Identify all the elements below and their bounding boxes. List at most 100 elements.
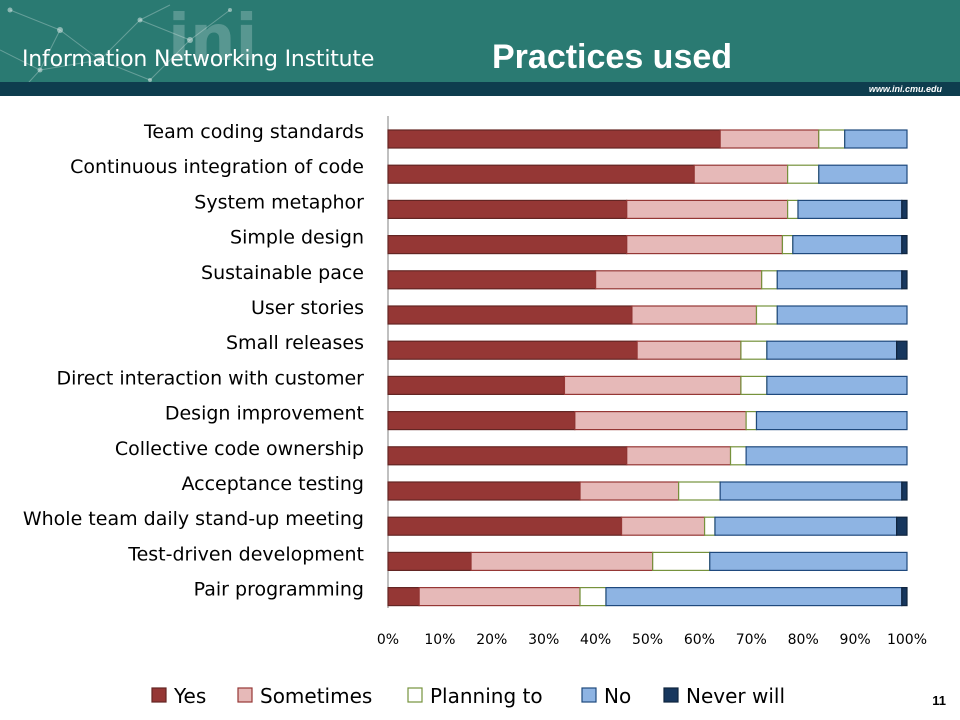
- page-number: 11: [932, 693, 946, 708]
- category-label-continuous-integration-of-code: Continuous integration of code: [70, 156, 364, 178]
- site-url: www.ini.cmu.edu: [868, 84, 942, 94]
- practices-chart: Team coding standards Continuous integrat…: [23, 116, 927, 708]
- bar-no-sustainable-pace: [776, 270, 903, 290]
- legend-label-sometimes: Sometimes: [260, 684, 372, 708]
- x-tick-label: 40%: [580, 632, 611, 648]
- bar-never-will-pair-programming: [901, 587, 908, 607]
- bar-no-team-coding-standards: [844, 129, 908, 149]
- bar-yes-continuous-integration-of-code: [387, 164, 695, 184]
- category-label-user-stories: User stories: [251, 297, 364, 319]
- bar-yes-small-releases: [387, 340, 638, 360]
- category-label-team-coding-standards: Team coding standards: [143, 121, 364, 143]
- category-label-pair-programming: Pair programming: [194, 579, 364, 601]
- category-label-simple-design: Simple design: [230, 227, 364, 249]
- bar-yes-user-stories: [387, 305, 633, 325]
- bar-yes-system-metaphor: [387, 199, 628, 220]
- bar-yes-collective-code-ownership: [387, 446, 628, 466]
- bars-group: [387, 129, 908, 607]
- category-label-collective-code-ownership: Collective code ownership: [115, 438, 364, 460]
- x-axis-ticks: 0% 10% 20% 30% 40% 50% 60% 70% 80% 90% 100%: [377, 632, 927, 648]
- bar-planning-to-direct-interaction-with-customer: [740, 375, 768, 395]
- bar-no-acceptance-testing: [719, 481, 903, 501]
- bar-no-collective-code-ownership: [745, 446, 908, 466]
- bar-yes-pair-programming: [387, 587, 420, 607]
- x-tick-label: 100%: [887, 632, 927, 648]
- bar-never-will-sustainable-pace: [901, 270, 908, 290]
- category-label-acceptance-testing: Acceptance testing: [182, 473, 365, 495]
- header-banner: ini Information Networking Institute Pra…: [0, 0, 960, 93]
- brand-watermark: ini: [168, 2, 258, 76]
- category-label-test-driven-development: Test-driven development: [127, 543, 364, 565]
- bar-yes-team-coding-standards: [387, 129, 721, 149]
- legend-swatch-never-will: [663, 687, 679, 703]
- legend-label-planning-to: Planning to: [430, 684, 543, 708]
- bar-planning-to-pair-programming: [579, 587, 607, 607]
- x-tick-label: 80%: [788, 632, 819, 648]
- bar-sometimes-whole-team-daily-stand-up-meeting: [620, 516, 706, 536]
- legend-label-no: No: [604, 684, 631, 708]
- bar-yes-test-driven-development: [387, 551, 472, 571]
- bar-sometimes-user-stories: [631, 305, 758, 325]
- bar-never-will-small-releases: [896, 340, 908, 360]
- bar-sometimes-design-improvement: [574, 411, 747, 431]
- bar-sometimes-pair-programming: [418, 587, 581, 607]
- bar-never-will-simple-design: [901, 235, 908, 255]
- header-band: [0, 82, 960, 96]
- legend-label-yes: Yes: [173, 684, 206, 708]
- bar-sometimes-acceptance-testing: [579, 481, 680, 501]
- legend-swatch-yes: [151, 687, 167, 703]
- bar-no-pair-programming: [605, 587, 903, 607]
- x-tick-label: 70%: [736, 632, 767, 648]
- bar-no-simple-design: [792, 235, 903, 255]
- network-graphic: [0, 4, 232, 93]
- bar-planning-to-collective-code-ownership: [729, 446, 747, 466]
- bar-yes-design-improvement: [387, 411, 576, 431]
- bar-planning-to-simple-design: [781, 235, 794, 255]
- x-tick-label: 60%: [684, 632, 715, 648]
- bar-sometimes-test-driven-development: [470, 551, 654, 571]
- bar-planning-to-test-driven-development: [652, 551, 711, 571]
- bar-no-test-driven-development: [709, 551, 908, 571]
- bar-sometimes-team-coding-standards: [719, 129, 820, 149]
- bar-sometimes-direct-interaction-with-customer: [563, 375, 742, 395]
- bar-sometimes-sustainable-pace: [594, 270, 763, 290]
- bar-planning-to-design-improvement: [745, 411, 758, 431]
- category-label-sustainable-pace: Sustainable pace: [201, 262, 364, 284]
- bar-planning-to-sustainable-pace: [761, 270, 778, 290]
- bar-planning-to-system-metaphor: [787, 199, 799, 220]
- slide-title: Practices used: [492, 38, 733, 76]
- x-tick-label: 30%: [528, 632, 559, 648]
- bar-yes-simple-design: [387, 235, 628, 255]
- bar-yes-direct-interaction-with-customer: [387, 375, 566, 395]
- category-label-small-releases: Small releases: [226, 332, 364, 354]
- bar-planning-to-acceptance-testing: [678, 481, 721, 501]
- bar-sometimes-simple-design: [626, 235, 784, 255]
- legend: Yes Sometimes Planning to No Never will: [151, 684, 785, 708]
- bar-no-system-metaphor: [797, 199, 903, 220]
- bar-no-user-stories: [776, 305, 908, 325]
- bar-no-design-improvement: [755, 411, 908, 431]
- x-tick-label: 0%: [377, 632, 399, 648]
- bar-yes-acceptance-testing: [387, 481, 581, 501]
- bar-never-will-acceptance-testing: [901, 481, 908, 501]
- bar-yes-whole-team-daily-stand-up-meeting: [387, 516, 623, 536]
- category-label-whole-team-daily-stand-up-meeting: Whole team daily stand-up meeting: [23, 508, 364, 530]
- x-tick-label: 90%: [840, 632, 871, 648]
- legend-swatch-planning-to: [407, 687, 423, 703]
- x-tick-label: 10%: [424, 632, 455, 648]
- bar-planning-to-continuous-integration-of-code: [787, 164, 820, 184]
- legend-label-never-will: Never will: [686, 684, 785, 708]
- bar-sometimes-continuous-integration-of-code: [693, 164, 789, 184]
- bar-planning-to-small-releases: [740, 340, 768, 360]
- category-label-system-metaphor: System metaphor: [194, 191, 364, 213]
- bar-no-continuous-integration-of-code: [818, 164, 908, 184]
- bar-sometimes-collective-code-ownership: [626, 446, 732, 466]
- bar-never-will-system-metaphor: [901, 199, 908, 220]
- category-label-design-improvement: Design improvement: [165, 403, 364, 425]
- brand-name: Information Networking Institute: [22, 47, 375, 72]
- legend-swatch-sometimes: [237, 687, 253, 703]
- bar-no-small-releases: [766, 340, 898, 360]
- bar-no-direct-interaction-with-customer: [766, 375, 908, 395]
- bar-sometimes-system-metaphor: [626, 199, 789, 220]
- bar-yes-sustainable-pace: [387, 270, 597, 290]
